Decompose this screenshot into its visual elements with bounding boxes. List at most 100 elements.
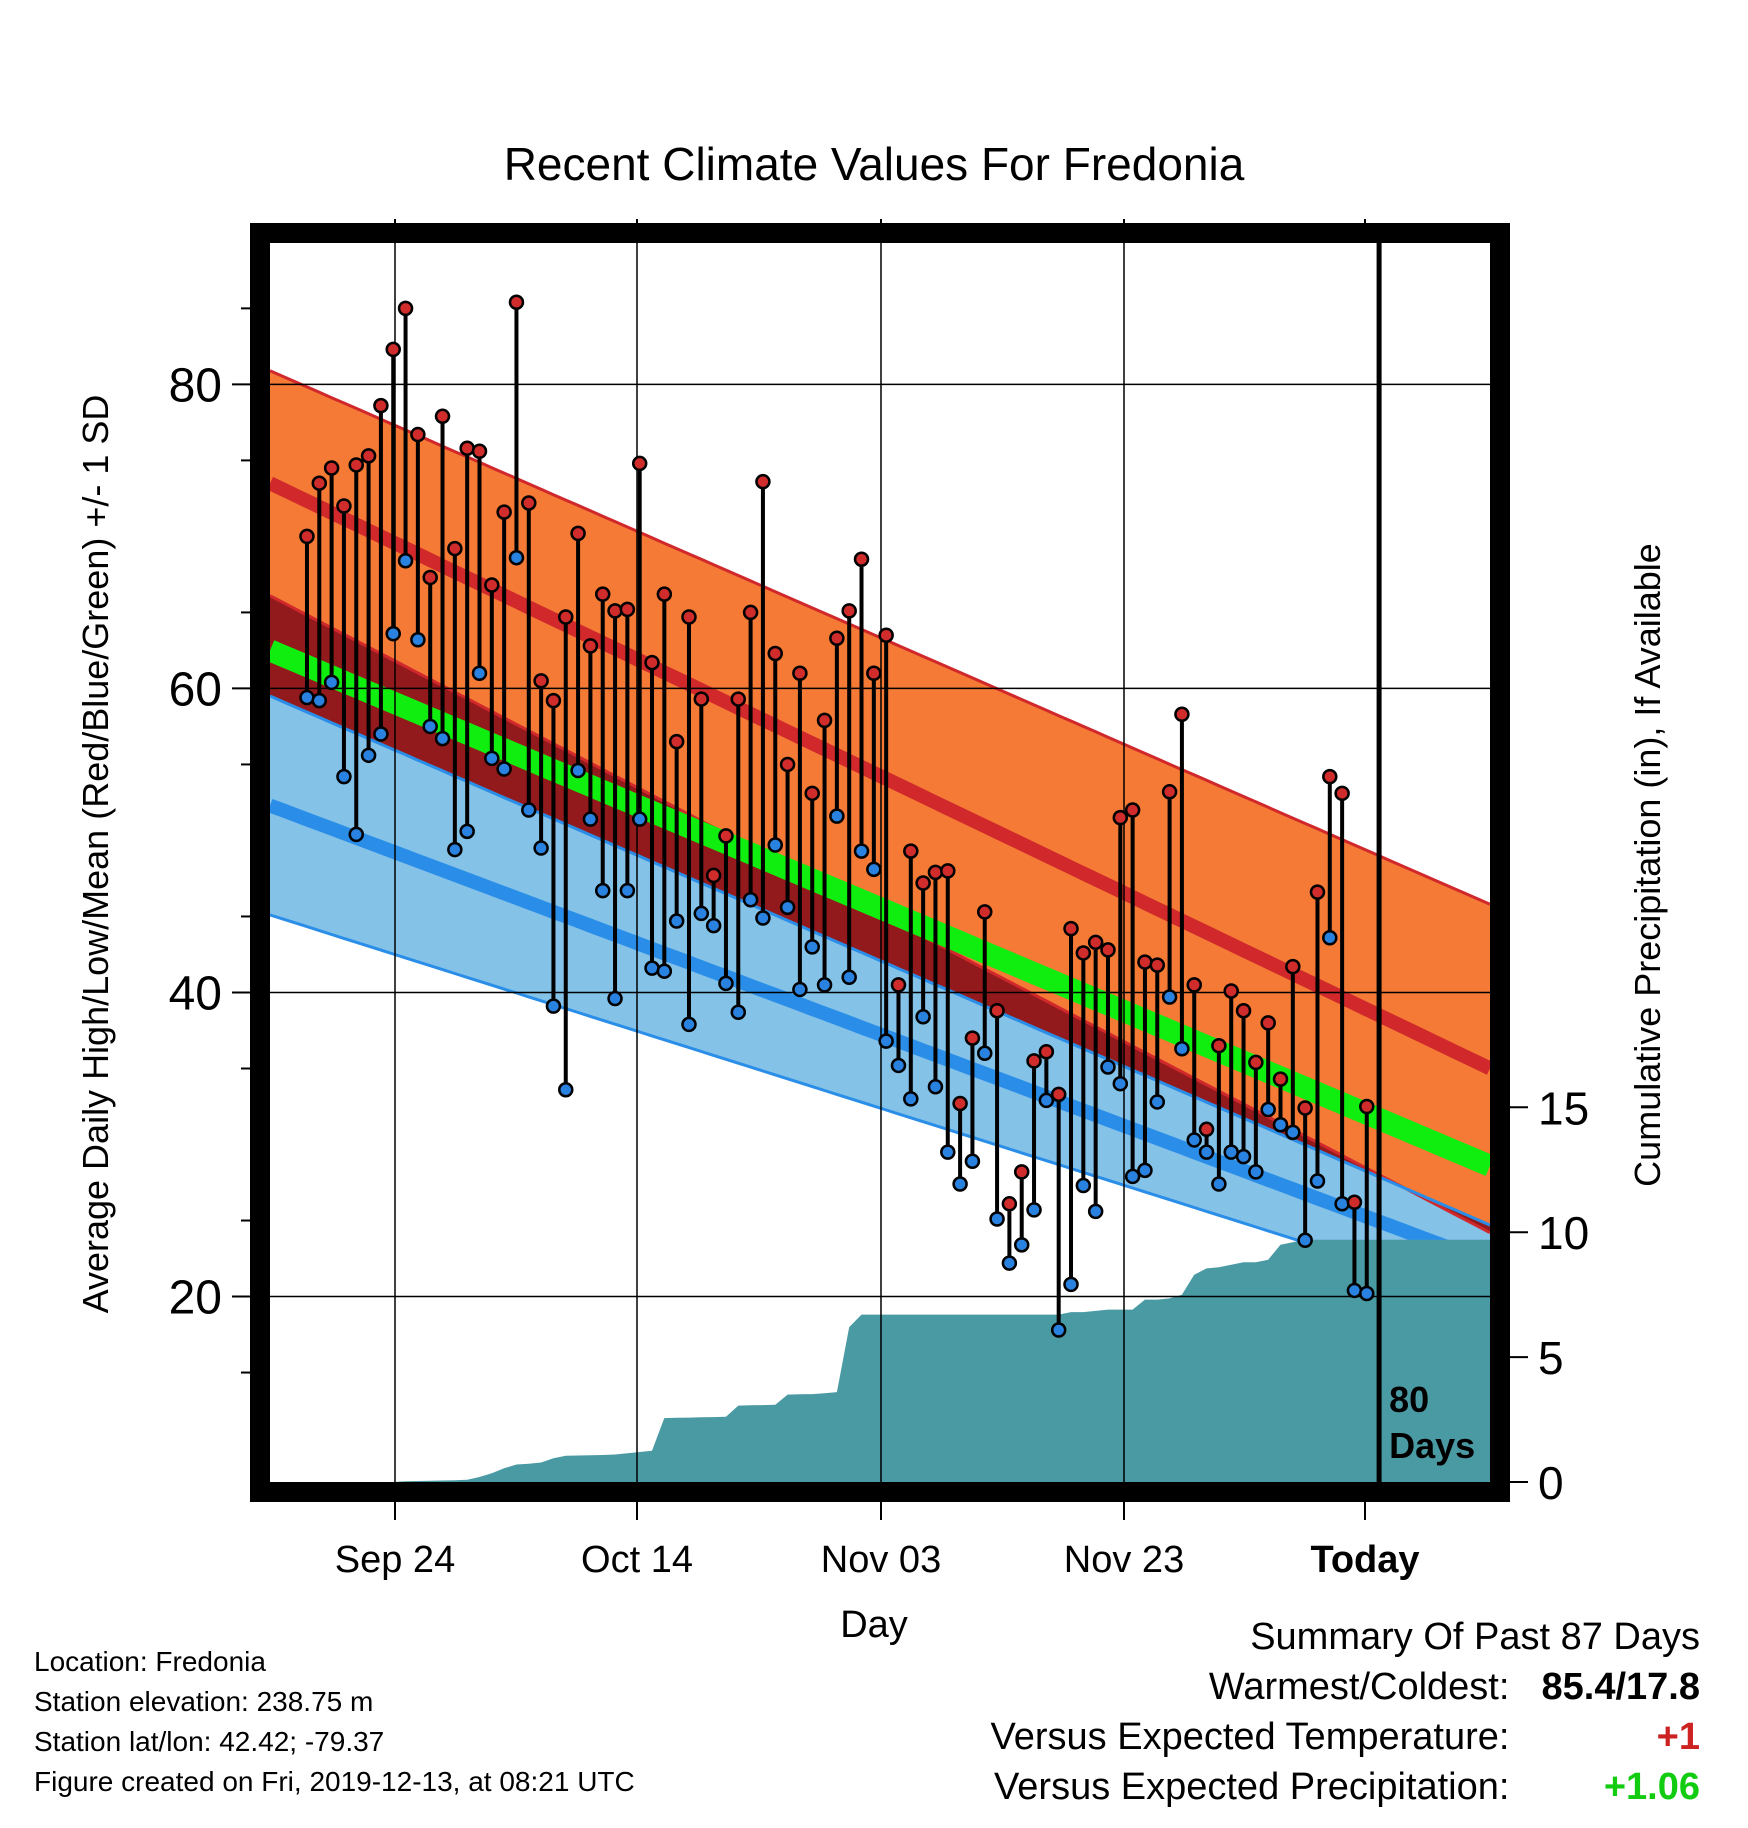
high-point bbox=[1346, 1194, 1363, 1211]
low-point bbox=[903, 1091, 919, 1107]
high-point bbox=[434, 408, 451, 425]
low-point bbox=[1050, 1322, 1067, 1338]
low-point bbox=[656, 963, 673, 979]
plot-frame bbox=[250, 223, 1510, 1502]
daily-observations bbox=[299, 294, 1375, 1338]
created-text: Figure created on Fri, 2019-12-13, at 08… bbox=[34, 1766, 635, 1797]
low-point bbox=[1013, 1237, 1030, 1253]
high-point bbox=[1026, 1053, 1042, 1069]
high-point bbox=[755, 473, 771, 490]
low-point bbox=[558, 1082, 574, 1098]
low-point bbox=[594, 882, 611, 899]
low-point bbox=[447, 841, 463, 858]
low-point bbox=[397, 552, 414, 569]
low-point bbox=[730, 1004, 747, 1020]
high-point bbox=[792, 665, 808, 681]
low-point bbox=[1026, 1202, 1042, 1218]
warm-value: 85.4/17.8 bbox=[1541, 1666, 1700, 1708]
high-point bbox=[1334, 785, 1350, 802]
high-point bbox=[323, 460, 340, 476]
low-point bbox=[804, 939, 820, 955]
low-point bbox=[718, 975, 734, 992]
low-point bbox=[1235, 1148, 1252, 1165]
x-tick-label: Nov 23 bbox=[1064, 1539, 1184, 1581]
low-point bbox=[471, 665, 488, 681]
low-point bbox=[434, 730, 451, 747]
days-unit-label: Days bbox=[1389, 1425, 1475, 1466]
x-tick-label: Nov 03 bbox=[821, 1539, 941, 1581]
high-point bbox=[1149, 957, 1166, 973]
high-point bbox=[496, 504, 512, 520]
high-point bbox=[299, 528, 315, 545]
high-point bbox=[1038, 1044, 1055, 1060]
high-point bbox=[1223, 983, 1239, 999]
low-point bbox=[644, 960, 660, 976]
high-point bbox=[927, 864, 944, 881]
low-point bbox=[853, 843, 870, 859]
high-point bbox=[459, 440, 475, 456]
low-point bbox=[311, 692, 328, 709]
low-point bbox=[829, 808, 845, 824]
high-point bbox=[940, 863, 956, 879]
low-point bbox=[1211, 1176, 1227, 1192]
low-point bbox=[582, 811, 599, 827]
high-point bbox=[447, 540, 463, 557]
low-point bbox=[1075, 1177, 1092, 1194]
high-point bbox=[619, 601, 636, 618]
x-tick-label: Oct 14 bbox=[581, 1539, 693, 1581]
high-point bbox=[915, 875, 931, 891]
precip-fill bbox=[270, 1239, 1490, 1482]
high-point bbox=[1285, 958, 1301, 975]
high-point bbox=[1161, 784, 1178, 800]
high-point bbox=[570, 525, 586, 542]
high-point bbox=[422, 569, 438, 586]
high-point bbox=[1186, 977, 1202, 993]
low-point bbox=[927, 1078, 944, 1095]
high-point bbox=[644, 654, 660, 671]
high-point bbox=[878, 627, 894, 643]
y-tick-label: 20 bbox=[169, 1272, 222, 1325]
low-point bbox=[1124, 1168, 1141, 1185]
low-point bbox=[668, 913, 685, 929]
high-point bbox=[558, 609, 574, 625]
y-tick-label: 60 bbox=[169, 663, 222, 716]
low-point bbox=[1322, 930, 1338, 946]
warm-label: Warmest/Coldest: bbox=[1208, 1666, 1510, 1708]
high-point bbox=[1075, 945, 1092, 961]
grid-lines bbox=[270, 243, 1490, 1482]
low-point bbox=[521, 802, 537, 818]
x-tick-label: Today bbox=[1310, 1539, 1419, 1581]
high-point bbox=[410, 426, 426, 443]
low-point bbox=[742, 891, 759, 908]
high-point bbox=[1124, 802, 1141, 818]
high-point bbox=[829, 630, 845, 647]
y2-tick-label: 0 bbox=[1538, 1457, 1564, 1509]
y2-tick-label: 15 bbox=[1538, 1082, 1589, 1134]
precip-label: Versus Expected Precipitation: bbox=[994, 1766, 1510, 1808]
high-point bbox=[730, 691, 747, 707]
low-point bbox=[607, 990, 623, 1007]
high-point bbox=[1322, 768, 1338, 785]
high-point bbox=[521, 495, 537, 511]
low-point bbox=[1174, 1040, 1190, 1057]
elevation-text: Station elevation: 238.75 m bbox=[34, 1686, 374, 1717]
x-tick-label: Sep 24 bbox=[335, 1539, 455, 1581]
low-point bbox=[1063, 1276, 1079, 1293]
high-point bbox=[1050, 1086, 1067, 1103]
high-point bbox=[1297, 1100, 1313, 1116]
low-point bbox=[890, 1057, 907, 1074]
low-mean-line bbox=[270, 798, 1490, 1270]
high-point bbox=[607, 603, 623, 619]
low-point bbox=[1260, 1101, 1276, 1118]
high-point bbox=[681, 609, 697, 625]
low-point bbox=[410, 632, 426, 648]
low-point bbox=[385, 625, 401, 642]
low-point bbox=[878, 1033, 894, 1049]
high-point bbox=[952, 1095, 968, 1112]
high-point bbox=[1211, 1037, 1227, 1054]
low-point bbox=[989, 1211, 1005, 1227]
y2-tick-label: 5 bbox=[1538, 1332, 1564, 1384]
y-tick-label: 40 bbox=[169, 967, 222, 1020]
x-axis-label: Day bbox=[840, 1604, 908, 1646]
high-point bbox=[1063, 920, 1079, 937]
